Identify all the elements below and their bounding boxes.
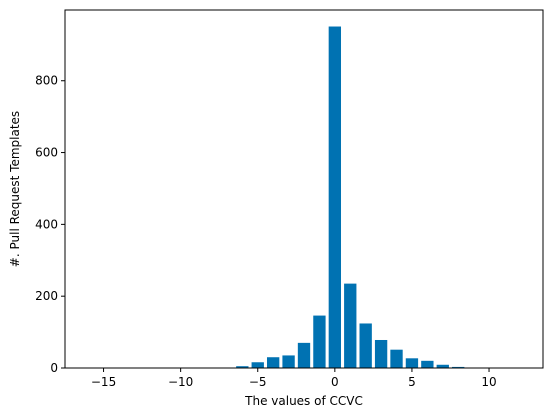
bar-4 xyxy=(390,349,403,368)
bar-1 xyxy=(344,283,357,368)
x-tick-label: −15 xyxy=(91,375,116,389)
bar-8 xyxy=(452,366,465,368)
x-tick-label: 0 xyxy=(331,375,339,389)
bar--4 xyxy=(266,357,280,368)
x-tick-label: −5 xyxy=(249,375,267,389)
bar--6 xyxy=(236,366,249,368)
y-axis: 0 200 400 600 800 xyxy=(35,74,65,375)
x-axis-label: The values of CCVC xyxy=(244,394,363,408)
bar--5 xyxy=(251,362,264,368)
bar-0 xyxy=(328,26,342,369)
x-tick-label: −10 xyxy=(168,375,193,389)
y-tick-label: 200 xyxy=(35,289,58,303)
bar-2 xyxy=(359,323,372,368)
bar-5 xyxy=(405,358,419,368)
y-tick-label: 800 xyxy=(35,74,58,88)
bar--1 xyxy=(313,315,326,368)
bar--2 xyxy=(297,342,311,368)
plot-frame xyxy=(64,9,544,369)
x-tick-label: 10 xyxy=(481,375,496,389)
x-tick-label: 5 xyxy=(408,375,416,389)
y-tick-label: 400 xyxy=(35,217,58,231)
bar--3 xyxy=(282,355,295,368)
y-tick-label: 0 xyxy=(50,361,58,375)
bar-7 xyxy=(436,364,449,368)
y-axis-label: #. Pull Request Templates xyxy=(8,111,22,267)
bar-6 xyxy=(421,360,434,368)
y-tick-label: 600 xyxy=(35,146,58,160)
x-axis: −15 −10 −5 0 5 10 xyxy=(91,368,497,389)
bar-3 xyxy=(374,339,388,368)
bars-group xyxy=(236,26,465,369)
